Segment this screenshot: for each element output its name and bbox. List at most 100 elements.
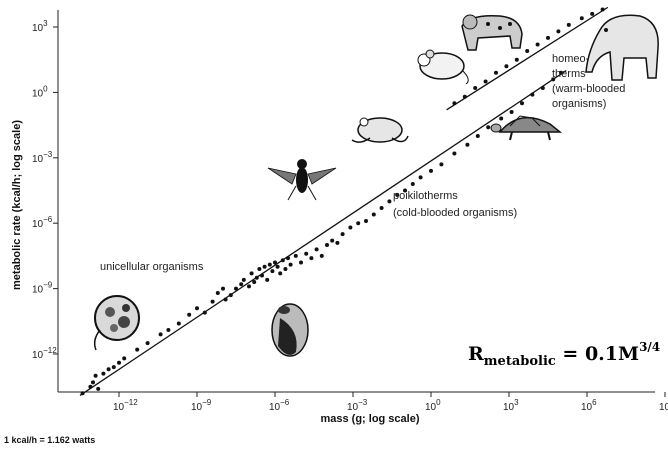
x-tick-label: 100 xyxy=(425,398,441,413)
ciliate-icon xyxy=(271,303,309,357)
cell-icon xyxy=(93,295,140,351)
x-tick-group: 10−12 10−9 10−6 10−3 100 103 106 109 xyxy=(113,392,668,413)
data-point xyxy=(247,284,251,289)
data-point xyxy=(540,86,545,91)
tortoise-icon xyxy=(490,115,563,141)
data-point xyxy=(566,22,571,27)
data-point xyxy=(221,286,225,291)
scaling-formula: Rmetabolic = 0.1M3/4 xyxy=(468,340,660,369)
data-point xyxy=(465,142,470,147)
data-point xyxy=(257,266,262,271)
data-point xyxy=(486,125,491,130)
homeotherms-label-4: organisms) xyxy=(552,98,606,110)
data-point xyxy=(452,151,457,156)
y-axis-title: metabolic rate (kcal/h; log scale) xyxy=(11,120,23,290)
data-point xyxy=(551,77,556,82)
data-point xyxy=(304,251,309,256)
data-point xyxy=(590,11,595,16)
poikilotherms-label: poikilotherms xyxy=(393,190,458,202)
data-point xyxy=(579,16,584,21)
data-point xyxy=(473,86,478,91)
data-point xyxy=(429,168,433,173)
data-point xyxy=(514,57,519,62)
data-point xyxy=(195,306,199,311)
data-point xyxy=(494,70,498,75)
data-point xyxy=(288,262,293,267)
data-point xyxy=(202,310,207,315)
frog-icon xyxy=(351,117,409,143)
data-point xyxy=(166,328,171,333)
data-point xyxy=(283,266,288,271)
data-point xyxy=(348,225,353,230)
data-point xyxy=(600,7,605,12)
data-point xyxy=(356,221,361,226)
homeotherms-label-1: homeo- xyxy=(552,53,590,65)
data-point xyxy=(462,94,467,99)
data-point xyxy=(223,297,228,302)
data-point xyxy=(535,42,540,47)
fit-line-group xyxy=(79,6,609,396)
data-point xyxy=(418,175,423,180)
formula-sup: 3/4 xyxy=(639,340,660,354)
data-point xyxy=(239,282,244,287)
x-tick-label: 106 xyxy=(581,398,597,413)
data-point xyxy=(335,240,340,245)
data-point xyxy=(293,253,298,258)
data-point xyxy=(410,181,415,186)
data-point xyxy=(241,277,246,282)
data-point xyxy=(499,116,504,121)
data-point xyxy=(286,256,290,261)
data-point xyxy=(88,384,93,389)
unit-footnote: 1 kcal/h = 1.162 watts xyxy=(4,435,96,445)
data-point xyxy=(158,332,163,337)
elephant-icon xyxy=(585,14,659,81)
data-point xyxy=(265,277,270,282)
data-point xyxy=(504,64,509,69)
data-point xyxy=(379,205,384,210)
data-point xyxy=(299,260,303,265)
y-tick-label: 10−9 xyxy=(32,281,53,296)
data-point xyxy=(395,192,400,197)
fly-icon xyxy=(267,159,337,201)
data-point xyxy=(176,321,181,326)
mouse-icon xyxy=(417,49,469,85)
data-point xyxy=(340,232,345,237)
data-point xyxy=(325,243,329,247)
poikilotherms-sub-label: (cold-blooded organisms) xyxy=(393,207,517,219)
data-point xyxy=(249,271,254,276)
data-point xyxy=(280,258,285,263)
data-point xyxy=(275,264,280,269)
y-tick-label: 10−3 xyxy=(32,150,53,165)
data-point xyxy=(364,219,368,224)
y-tick-group: 103 100 10−3 10−6 10−9 10−12 xyxy=(32,19,58,361)
data-point xyxy=(278,271,283,276)
formula-main: R xyxy=(468,343,484,365)
y-tick-label: 103 xyxy=(32,19,48,34)
data-point xyxy=(452,101,457,106)
unicellular-label: unicellular organisms xyxy=(100,261,204,273)
data-point xyxy=(117,360,121,365)
data-point xyxy=(210,299,215,304)
data-point xyxy=(80,391,85,396)
data-point xyxy=(556,29,561,34)
data-point xyxy=(135,347,140,352)
fit-line xyxy=(79,70,567,396)
y-tick-label: 100 xyxy=(32,84,48,99)
data-point xyxy=(387,199,392,204)
data-point xyxy=(122,356,127,361)
data-point xyxy=(546,35,550,40)
data-point xyxy=(93,373,98,378)
data-point xyxy=(187,312,192,317)
data-point-group xyxy=(80,7,605,396)
data-point xyxy=(96,386,101,391)
data-point xyxy=(509,110,514,115)
data-point xyxy=(483,79,488,84)
data-point xyxy=(371,212,376,217)
y-tick-label: 10−12 xyxy=(32,346,57,361)
leopard-icon xyxy=(461,14,523,51)
data-point xyxy=(111,365,116,370)
x-tick-label: 109 xyxy=(659,398,668,413)
data-point xyxy=(439,162,444,167)
data-point xyxy=(101,371,106,376)
